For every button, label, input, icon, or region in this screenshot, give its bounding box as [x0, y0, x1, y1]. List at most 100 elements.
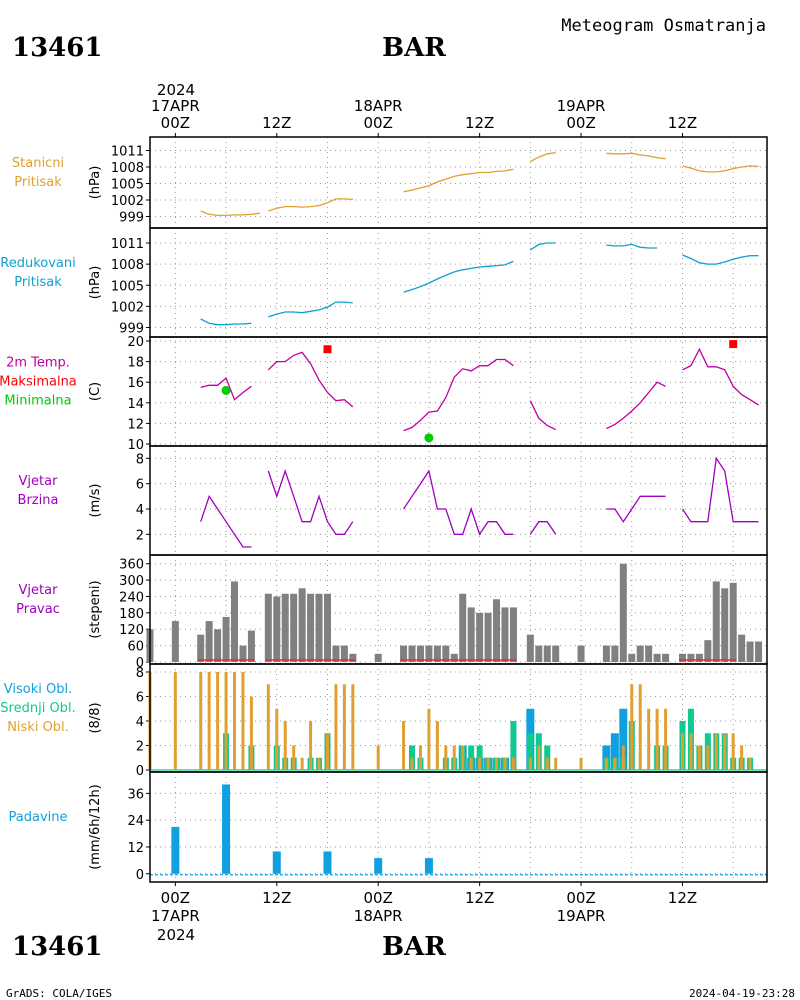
- low-cloud-bar: [376, 745, 380, 770]
- y-tick-label: 120: [119, 623, 144, 638]
- panel-frame: [149, 227, 768, 338]
- low-cloud-bar: [300, 757, 304, 770]
- series-line: [200, 210, 260, 217]
- direction-bar: [552, 645, 560, 662]
- direction-bar: [433, 645, 441, 662]
- y-tick-label: 12: [127, 417, 144, 432]
- y-tick-label: 4: [136, 715, 144, 730]
- y-axis-title: (hPa): [88, 266, 103, 300]
- low-cloud-bar: [402, 721, 406, 770]
- y-tick-label: 180: [119, 607, 144, 622]
- low-cloud-bar: [680, 733, 684, 770]
- direction-bar: [416, 645, 424, 662]
- series-line: [606, 381, 666, 430]
- series-line: [200, 318, 252, 326]
- low-cloud-bar: [461, 745, 465, 770]
- direction-bar: [239, 645, 247, 662]
- direction-bar: [467, 607, 475, 662]
- direction-bar: [636, 645, 644, 662]
- low-cloud-bar: [266, 684, 270, 770]
- low-cloud-bar: [537, 745, 541, 770]
- direction-bar: [214, 629, 222, 662]
- panel-label: Padavine: [9, 810, 68, 825]
- low-cloud-bar: [418, 745, 422, 770]
- y-tick-label: 1002: [111, 194, 144, 209]
- y-tick-label: 4: [136, 503, 144, 518]
- y-tick-label: 2: [136, 740, 144, 755]
- time-label-bottom: 00Z: [566, 889, 595, 907]
- direction-bar: [231, 581, 239, 662]
- direction-bar: [501, 607, 509, 662]
- tmax-marker: [323, 345, 332, 354]
- series-line: [682, 165, 759, 173]
- direction-bar: [349, 653, 357, 662]
- panel-label: Vjetar: [19, 474, 59, 489]
- time-label-bottom: 00Z: [161, 889, 190, 907]
- tmin-marker: [424, 433, 434, 443]
- direction-bar: [746, 641, 754, 662]
- panel-label: Pravac: [16, 602, 60, 617]
- low-cloud-bar: [283, 721, 287, 770]
- low-cloud-bar: [714, 733, 718, 770]
- y-axis-title: (hPa): [88, 166, 103, 200]
- direction-bar: [247, 630, 255, 662]
- panel-label: Niski Obl.: [7, 720, 69, 735]
- series-line: [403, 469, 514, 536]
- low-cloud-bar: [664, 708, 668, 770]
- low-cloud-bar: [410, 757, 414, 770]
- high-cloud-bar: [610, 733, 619, 770]
- low-cloud-bar: [647, 708, 651, 770]
- series-line: [200, 377, 252, 401]
- y-tick-label: 8: [136, 666, 144, 681]
- low-cloud-bar: [579, 757, 583, 770]
- panel-precipitation: 0 12 24 36 (mm/6h/12h) Padavine: [9, 771, 768, 883]
- low-cloud-bar: [528, 757, 532, 770]
- series-line: [267, 351, 354, 408]
- y-tick-label: 1005: [111, 178, 144, 193]
- direction-bar: [662, 653, 670, 662]
- y-tick-label: 1002: [111, 300, 144, 315]
- direction-bar: [400, 645, 408, 662]
- direction-bar: [712, 581, 720, 662]
- station-name-top: BAR: [382, 33, 446, 63]
- time-label-bottom: 00Z: [364, 889, 393, 907]
- direction-bar: [645, 645, 653, 662]
- date-label-top: 17APR: [151, 97, 200, 115]
- y-tick-label: 1005: [111, 279, 144, 294]
- series-line: [268, 198, 353, 212]
- low-cloud-bar: [748, 757, 752, 770]
- panel-temperature: 10 12 14 16 18 20 (C) 2m Temp. Maksimalna Minimal…: [0, 335, 768, 453]
- panel-clouds: 0 2 4 6 8 (8/8) Visoki Obl. Srednji Obl. Niski O…: [0, 663, 768, 779]
- precip-bar: [323, 851, 332, 874]
- series-line: [403, 260, 514, 293]
- mid-cloud-bar: [510, 721, 517, 770]
- low-cloud-bar: [249, 696, 253, 770]
- y-tick-label: 1011: [111, 237, 144, 252]
- low-cloud-bar: [731, 733, 735, 770]
- panel-label: Stanicni: [12, 156, 64, 171]
- direction-bar: [493, 599, 501, 662]
- direction-bar: [526, 634, 534, 662]
- low-cloud-bar: [503, 757, 507, 770]
- station-name-bottom: BAR: [382, 932, 446, 962]
- year-top: 2024: [157, 81, 195, 99]
- y-tick-label: 14: [127, 397, 144, 412]
- panel-label: Pritisak: [14, 275, 62, 290]
- low-cloud-bar: [427, 708, 431, 770]
- series-line: [606, 495, 666, 523]
- y-tick-label: 0: [136, 764, 144, 779]
- low-cloud-bar: [435, 721, 439, 770]
- y-tick-label: 240: [119, 590, 144, 605]
- y-tick-label: 18: [127, 356, 144, 371]
- direction-bar: [171, 621, 179, 662]
- precip-bar: [374, 858, 383, 874]
- y-axis-title: (8/8): [88, 702, 103, 733]
- panel-label: Pritisak: [14, 175, 62, 190]
- date-label-bottom: 17APR: [151, 907, 200, 925]
- low-cloud-bar: [444, 745, 448, 770]
- panel-frame: [149, 771, 768, 883]
- y-tick-label: 12: [127, 841, 144, 856]
- low-cloud-bar: [309, 721, 313, 770]
- panel-frame: [149, 445, 768, 556]
